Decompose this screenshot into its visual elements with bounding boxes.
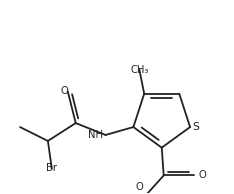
Text: O: O <box>198 171 206 180</box>
Text: O: O <box>61 86 69 96</box>
Text: S: S <box>193 122 200 132</box>
Text: NH: NH <box>88 130 102 140</box>
Text: Br: Br <box>46 163 57 173</box>
Text: O: O <box>135 182 143 192</box>
Text: CH₃: CH₃ <box>130 65 148 75</box>
